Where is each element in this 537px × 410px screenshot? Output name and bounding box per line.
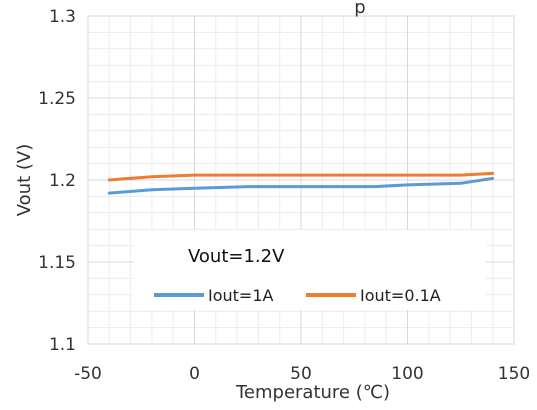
y-tick-label: 1.25 bbox=[38, 89, 76, 109]
chart-title: p bbox=[354, 0, 365, 18]
y-tick-label: 1.15 bbox=[38, 253, 76, 273]
x-tick-label: 100 bbox=[391, 364, 423, 384]
y-tick-label: 1.1 bbox=[49, 335, 76, 355]
legend-label: Iout=0.1A bbox=[360, 286, 441, 305]
plot-frame bbox=[87, 15, 515, 345]
y-tick-label: 1.2 bbox=[49, 171, 76, 191]
x-tick-label: 50 bbox=[290, 364, 312, 384]
x-tick-label: -50 bbox=[74, 364, 102, 384]
legend: Vout=1.2V Iout=1A Iout=0.1A bbox=[134, 230, 486, 310]
y-tick-label: 1.3 bbox=[49, 7, 76, 27]
legend-title: Vout=1.2V bbox=[188, 246, 285, 267]
x-tick-label: 150 bbox=[498, 364, 530, 384]
x-tick-label: 0 bbox=[189, 364, 200, 384]
x-axis-title: Temperature (℃) bbox=[235, 382, 390, 403]
series-line-iout-0-1a bbox=[107, 171, 495, 182]
series-lines bbox=[107, 171, 495, 195]
series-line-iout-1a bbox=[107, 176, 495, 195]
legend-label: Iout=1A bbox=[208, 286, 274, 305]
y-axis-title: Vout (V) bbox=[14, 144, 35, 216]
tick-labels: 1.1 1.15 1.2 1.25 1.3 -50 0 50 100 150 bbox=[38, 7, 530, 384]
axes bbox=[87, 15, 515, 345]
